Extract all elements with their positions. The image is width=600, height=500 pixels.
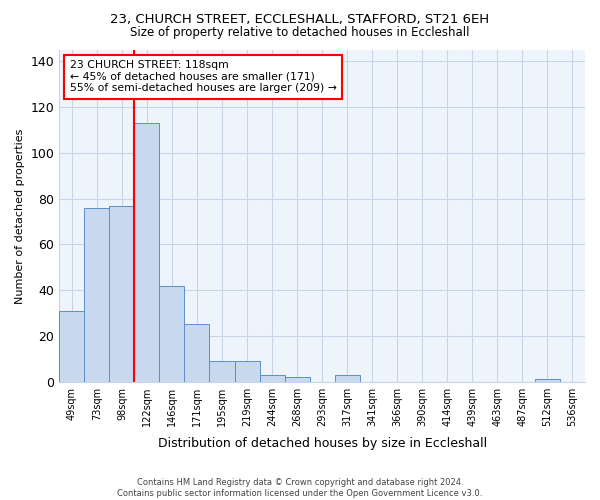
Bar: [260, 375, 284, 382]
Text: 23 CHURCH STREET: 118sqm
← 45% of detached houses are smaller (171)
55% of semi-: 23 CHURCH STREET: 118sqm ← 45% of detach…: [70, 60, 337, 93]
X-axis label: Distribution of detached houses by size in Eccleshall: Distribution of detached houses by size …: [158, 437, 487, 450]
Text: 23, CHURCH STREET, ECCLESHALL, STAFFORD, ST21 6EH: 23, CHURCH STREET, ECCLESHALL, STAFFORD,…: [110, 12, 490, 26]
Bar: [209, 361, 235, 382]
Bar: [335, 375, 359, 382]
Y-axis label: Number of detached properties: Number of detached properties: [15, 128, 25, 304]
Bar: [184, 324, 209, 382]
Bar: [284, 377, 310, 382]
Bar: [160, 286, 184, 382]
Bar: [134, 123, 160, 382]
Bar: [535, 380, 560, 382]
Bar: [59, 310, 85, 382]
Text: Size of property relative to detached houses in Eccleshall: Size of property relative to detached ho…: [130, 26, 470, 39]
Bar: [109, 206, 134, 382]
Bar: [235, 361, 260, 382]
Bar: [85, 208, 109, 382]
Text: Contains HM Land Registry data © Crown copyright and database right 2024.
Contai: Contains HM Land Registry data © Crown c…: [118, 478, 482, 498]
